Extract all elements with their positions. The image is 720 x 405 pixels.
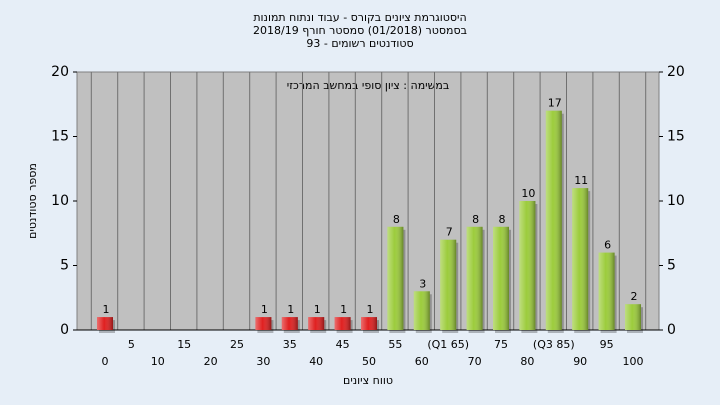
x-tick-label: 80 <box>520 355 534 368</box>
value-label: 8 <box>499 213 506 226</box>
x-tick-label: 10 <box>151 355 165 368</box>
chart-title: בסמסטר (01/2018) סמסטר חורף 2018/19 <box>253 24 467 37</box>
y-axis-label: מספר סטודנטים <box>26 163 39 239</box>
x-tick-label: 50 <box>362 355 376 368</box>
x-tick-label: 95 <box>600 338 614 351</box>
value-label: 2 <box>631 290 638 303</box>
value-label: 8 <box>472 213 479 226</box>
chart-title: היסטוגרמת ציונים בקורס - עבוד ונתוח תמונ… <box>253 11 466 24</box>
value-label: 1 <box>314 303 321 316</box>
x-tick-label: 5 <box>128 338 135 351</box>
bar-shade <box>545 110 562 330</box>
x-tick-label: 90 <box>573 355 587 368</box>
y2-tick-label: 5 <box>667 258 676 274</box>
x-tick-label: 55 <box>388 338 402 351</box>
y-tick-label: 20 <box>51 64 69 80</box>
bar-shade <box>625 304 641 330</box>
x-tick-label: 75 <box>494 338 508 351</box>
y2-tick-label: 10 <box>667 193 685 209</box>
bar-shade <box>334 317 351 330</box>
x-tick-label: (Q3 85) <box>533 338 575 351</box>
x-tick-label: 0 <box>102 355 109 368</box>
x-tick-label: 100 <box>623 355 644 368</box>
x-tick-label: 15 <box>177 338 191 351</box>
bar-shade <box>440 239 457 330</box>
x-tick-label: 25 <box>230 338 244 351</box>
x-tick-label: 35 <box>283 338 297 351</box>
bar-shade <box>255 317 272 330</box>
value-label: 1 <box>261 303 268 316</box>
value-label: 1 <box>367 303 374 316</box>
x-axis-label: טווח ציונים <box>343 374 393 387</box>
value-label: 1 <box>340 303 347 316</box>
y-tick-label: 10 <box>51 193 69 209</box>
value-label: 3 <box>419 277 426 290</box>
x-tick-label: 60 <box>415 355 429 368</box>
x-tick-label: 30 <box>256 355 270 368</box>
value-label: 6 <box>604 239 611 252</box>
x-tick-label: 70 <box>468 355 482 368</box>
plot-area <box>76 71 660 331</box>
value-label: 11 <box>574 174 588 187</box>
x-tick-label: 45 <box>336 338 350 351</box>
value-label: 10 <box>521 187 535 200</box>
y-tick-label: 0 <box>60 322 69 338</box>
value-label: 1 <box>287 303 294 316</box>
bar-shade <box>466 226 483 330</box>
bar-shade <box>361 317 377 330</box>
value-label: 8 <box>393 213 400 226</box>
chart-title: סטודנטים רשומים - 93 <box>306 37 413 50</box>
bar-shade <box>493 226 509 330</box>
bar-shade <box>413 291 430 330</box>
value-label: 17 <box>548 97 562 110</box>
bar-shade <box>598 252 615 330</box>
bar-shade <box>387 226 404 330</box>
bar-shade <box>572 188 589 330</box>
bar-shade <box>281 317 298 330</box>
bar-shade <box>97 317 113 330</box>
value-label: 7 <box>446 226 453 239</box>
y-tick-label: 5 <box>60 258 69 274</box>
chart-subtitle: במשימה : ציון סופי במחשב המרכזי <box>287 79 450 92</box>
x-tick-label: (Q1 65) <box>427 338 469 351</box>
y2-tick-label: 20 <box>667 64 685 80</box>
bar-shade <box>519 201 536 330</box>
x-tick-label: 40 <box>309 355 323 368</box>
y-tick-label: 15 <box>51 129 69 145</box>
y2-tick-label: 15 <box>667 129 685 145</box>
bar-shade <box>308 317 325 330</box>
value-label: 1 <box>103 303 110 316</box>
x-tick-label: 20 <box>204 355 218 368</box>
y2-tick-label: 0 <box>667 322 676 338</box>
